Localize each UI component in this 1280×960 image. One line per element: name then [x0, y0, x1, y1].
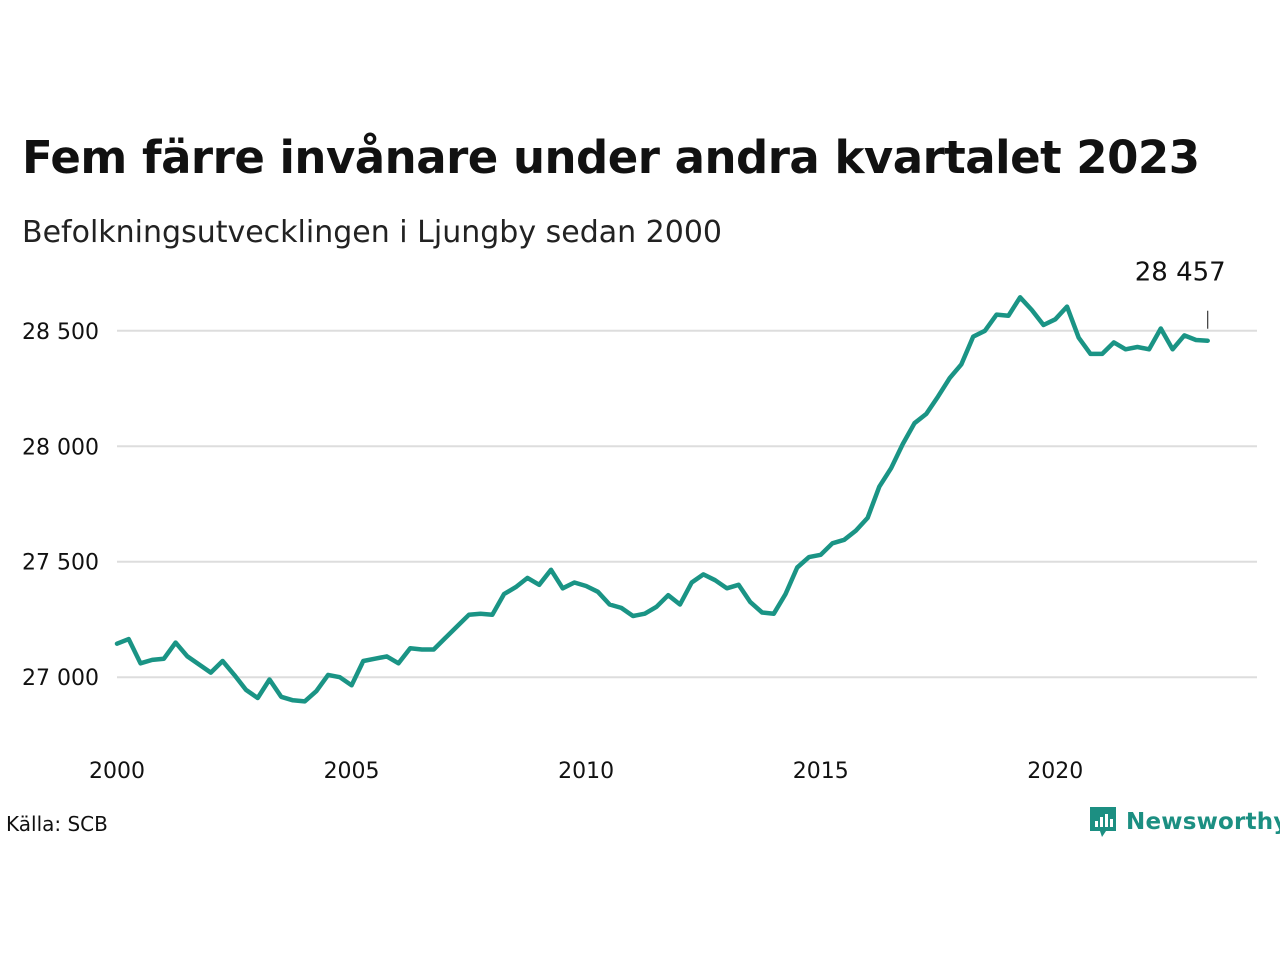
series-line — [114, 295, 1210, 704]
brand-logo: Newsworthy — [1088, 805, 1280, 839]
y-tick-label: 28 500 — [22, 320, 99, 345]
chart-subtitle: Befolkningsutvecklingen i Ljungby sedan … — [22, 215, 723, 250]
y-tick-label: 28 000 — [22, 435, 99, 460]
chart-title: Fem färre invånare under andra kvartalet… — [22, 131, 1200, 184]
x-tick-label: 2015 — [793, 759, 849, 784]
brand-name: Newsworthy — [1126, 809, 1280, 835]
series-line-layer — [114, 295, 1210, 704]
x-tick-label: 2005 — [324, 759, 380, 784]
y-tick-label: 27 500 — [22, 551, 99, 576]
x-axis-ticks: 2000 2005 2010 2015 2020 — [89, 759, 1083, 784]
newsworthy-logo-icon — [1090, 807, 1116, 837]
y-axis-ticks: 27 000 27 500 28 000 28 500 — [22, 320, 99, 691]
last-value-annotation: 28 457 — [1135, 258, 1226, 329]
gridlines — [117, 329, 1257, 679]
annotation-label: 28 457 — [1135, 258, 1226, 288]
x-tick-label: 2000 — [89, 759, 145, 784]
x-tick-label: 2010 — [558, 759, 614, 784]
x-tick-label: 2020 — [1027, 759, 1083, 784]
source-note: Källa: SCB — [6, 812, 108, 836]
y-tick-label: 27 000 — [22, 666, 99, 691]
